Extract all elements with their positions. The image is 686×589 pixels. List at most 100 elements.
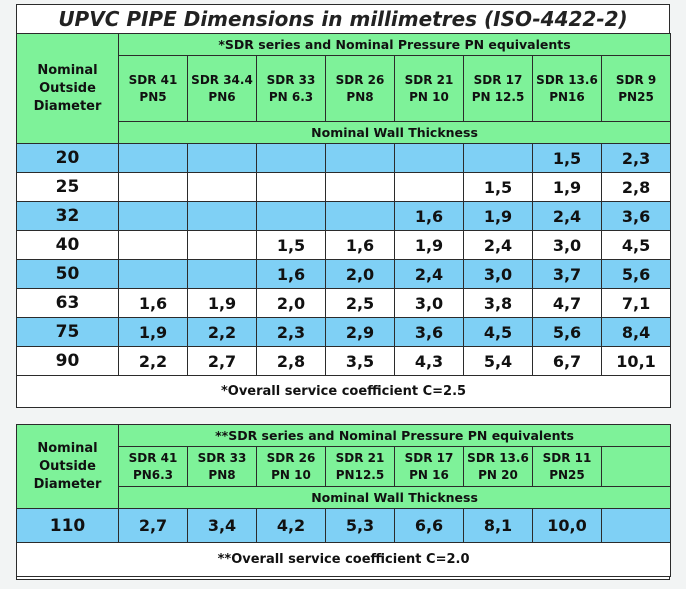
wall-thickness-cell: 1,6 [325,230,395,260]
sdr-column-header: SDR 11 PN25 [532,446,602,487]
sdr-label: SDR 21 [404,72,454,87]
pn-label: PN 16 [409,467,449,482]
table-row: 75 1,9 2,2 2,3 2,9 3,6 4,5 5,6 8,4 [16,317,672,347]
wall-thickness-cell: 2,7 [118,508,188,543]
wall-thickness-cell [187,259,257,289]
table-row: 63 1,6 1,9 2,0 2,5 3,0 3,8 4,7 7,1 [16,288,672,318]
sdr-column-header: SDR 17 PN 12.5 [463,55,533,122]
sdr-label: SDR 26 [335,72,385,87]
wall-thickness-cell: 2,2 [187,317,257,347]
sdr-column-header: SDR 13.6 PN 20 [463,446,533,487]
pn-label: PN6.3 [132,467,174,482]
wall-thickness-cell [187,230,257,260]
wall-thickness-cell [256,172,326,202]
outside-diameter-cell: 25 [16,172,119,202]
pn-label: PN8 [208,467,236,482]
sdr-label: SDR 41 [128,72,178,87]
wall-thickness-cell [118,201,188,231]
sdr-label: SDR 26 [266,450,316,465]
wall-thickness-cell: 5,6 [600,259,672,289]
table-row: 32 1,6 1,9 2,4 3,6 [16,201,672,231]
wall-thickness-cell [600,508,672,543]
wall-thickness-cell: 1,5 [256,230,326,260]
wall-thickness-cell [325,143,395,173]
series-header: **SDR series and Nominal Pressure PN equ… [117,424,672,447]
sdr-label: SDR 13.6 [467,450,529,465]
sdr-column-header: SDR 26 PN 10 [256,446,326,487]
od-header: Nominal Outside Diameter [16,33,119,144]
wall-thickness-cell: 5,4 [463,346,533,376]
pn-label: PN 20 [478,467,518,482]
wall-thickness-cell: 2,3 [600,143,672,173]
outside-diameter-cell: 75 [16,317,119,347]
pn-label: PN5 [139,89,167,104]
outside-diameter-cell: 50 [16,259,119,289]
wall-thickness-cell: 1,9 [118,317,188,347]
wall-thickness-cell [118,172,188,202]
od-header: Nominal Outside Diameter [16,424,119,509]
wall-thickness-cell: 2,4 [394,259,464,289]
pn-label: PN 12.5 [471,89,525,104]
wall-thickness-cell: 2,7 [187,346,257,376]
wall-thickness-cell: 1,9 [394,230,464,260]
pn-label: PN 6.3 [268,89,314,104]
sdr-column-header [600,446,672,487]
wall-thickness-cell: 2,8 [256,346,326,376]
sdr-column-header: SDR 9 PN25 [600,55,672,122]
outside-diameter-cell: 90 [16,346,119,376]
wall-thickness-cell: 10,1 [600,346,672,376]
wall-thickness-cell: 3,6 [394,317,464,347]
sdr-label: SDR 41 [128,450,178,465]
wall-thickness-cell: 3,0 [463,259,533,289]
wall-thickness-cell [256,143,326,173]
sdr-label: SDR 17 [404,450,454,465]
wall-thickness-cell: 5,3 [325,508,395,543]
service-coefficient-note: *Overall service coefficient C=2.5 [15,375,672,408]
sdr-label: SDR 11 [542,450,592,465]
wall-thickness-cell: 10,0 [532,508,602,543]
wall-thickness-header: Nominal Wall Thickness [117,121,672,144]
sdr-column-header: SDR 41 PN5 [118,55,188,122]
wall-thickness-cell: 3,0 [532,230,602,260]
series-header: *SDR series and Nominal Pressure PN equi… [117,33,672,56]
pn-label: PN16 [549,89,585,104]
wall-thickness-cell: 6,7 [532,346,602,376]
pn-label: PN 10 [409,89,449,104]
wall-thickness-cell: 2,4 [532,201,602,231]
wall-thickness-cell: 1,5 [532,143,602,173]
wall-thickness-cell: 8,1 [463,508,533,543]
sdr-column-header: SDR 33 PN 6.3 [256,55,326,122]
sdr-column-header: SDR 13.6 PN16 [532,55,602,122]
wall-thickness-cell: 3,8 [463,288,533,318]
wall-thickness-cell [394,143,464,173]
wall-thickness-cell [118,143,188,173]
wall-thickness-cell: 3,7 [532,259,602,289]
wall-thickness-cell: 1,9 [532,172,602,202]
wall-thickness-cell [118,259,188,289]
wall-thickness-cell: 1,6 [394,201,464,231]
wall-thickness-cell [325,172,395,202]
dimension-table-secondary: Nominal Outside Diameter **SDR series an… [15,424,672,577]
page-title: UPVC PIPE Dimensions in millimetres (ISO… [58,7,628,31]
table-row: 90 2,2 2,7 2,8 3,5 4,3 5,4 6,7 10,1 [16,346,672,376]
wall-thickness-cell: 4,7 [532,288,602,318]
wall-thickness-cell: 2,4 [463,230,533,260]
wall-thickness-cell [463,143,533,173]
wall-thickness-cell [394,172,464,202]
wall-thickness-cell: 4,5 [600,230,672,260]
sdr-column-header: SDR 33 PN8 [187,446,257,487]
outside-diameter-cell: 40 [16,230,119,260]
pn-label: PN12.5 [335,467,385,482]
upper-dimension-panel: UPVC PIPE Dimensions in millimetres (ISO… [15,4,672,408]
wall-thickness-cell: 2,5 [325,288,395,318]
wall-thickness-cell: 2,0 [325,259,395,289]
outside-diameter-cell: 20 [16,143,119,173]
wall-thickness-cell: 2,3 [256,317,326,347]
table-row: 50 1,6 2,0 2,4 3,0 3,7 5,6 [16,259,672,289]
service-coefficient-note: **Overall service coefficient C=2.0 [15,542,672,577]
sdr-label: SDR 33 [266,72,316,87]
pn-label: PN 10 [271,467,311,482]
pn-label: PN25 [549,467,585,482]
pn-label: PN8 [346,89,374,104]
outside-diameter-cell: 110 [16,508,119,543]
